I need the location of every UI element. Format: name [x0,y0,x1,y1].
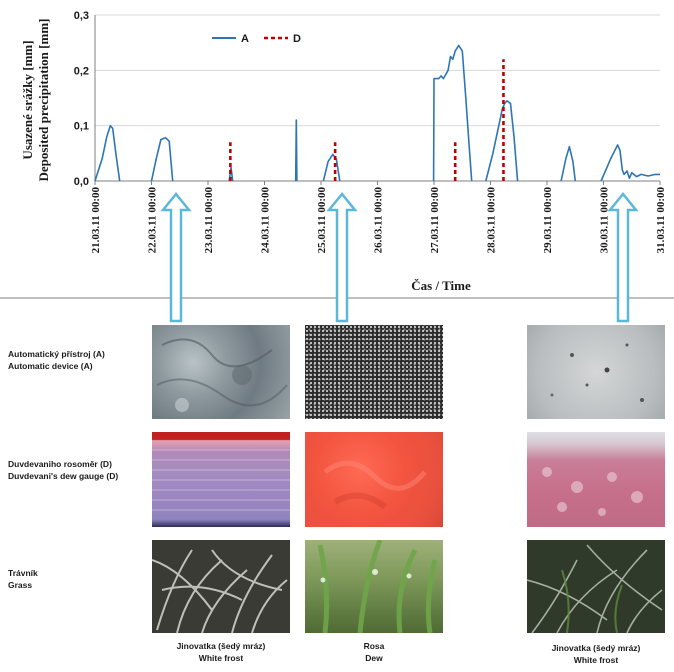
y-axis-title-cz: Usazené srážky [mm] [20,40,35,159]
x-tick-labels: 21.03.11 00:00 22.03.11 00:00 23.03.11 00:… [90,181,667,253]
y-tick-label: 0,1 [74,121,89,133]
photo-texture [323,460,427,510]
series-a-line [294,119,298,182]
arrow-white-frost-1 [160,192,192,323]
photo-texture [527,544,663,633]
x-tick-label: 28.03.11 00:00 [486,187,498,254]
legend-label-d: D [293,33,301,45]
caption-cz: Rosa [363,641,385,651]
x-tick-label: 25.03.11 00:00 [316,187,328,254]
caption-white-frost-1: Jinovatka (šedý mráz) White frost [145,640,297,664]
photo-texture [156,338,288,412]
y-tick-label: 0,3 [74,10,89,22]
caption-cz: Jinovatka (šedý mráz) [551,643,641,653]
row-label-en: Automatic device (A) [8,361,93,371]
caption-dew: Rosa Dew [300,640,448,664]
series-a-line [485,100,519,182]
series-a-line [560,145,577,182]
row-label-cz: Duvdevaniho rosoměr (D) [8,459,112,469]
series-a-line [94,124,121,182]
photo-texture [317,540,438,633]
photo-texture [542,467,643,516]
x-tick-label: 27.03.11 00:00 [429,187,441,254]
photo-automatic-device-white-frost-1 [152,325,290,419]
photo-texture [152,549,288,633]
series-a-line [228,166,234,182]
photo-dew-gauge-white-frost-1 [152,432,290,527]
x-tick-label: 26.03.11 00:00 [373,187,385,254]
photo-grass-dew [305,540,443,633]
caption-cz: Jinovatka (šedý mráz) [176,641,266,651]
x-tick-label: 21.03.11 00:00 [90,187,102,254]
photo-dew-gauge-dew [305,432,443,527]
row-label-grass: Trávník Grass [8,567,38,591]
caption-white-frost-2: Jinovatka (šedý mráz) White frost [520,642,672,666]
row-label-en: Duvdevani's dew gauge (D) [8,471,119,481]
photo-grass-white-frost-2 [527,540,665,633]
arrow-white-frost-2 [607,192,639,323]
chart: 0,0 0,1 0,2 0,3 21.03.11 00:00 22.03.11 00:0… [0,10,674,323]
x-tick-label: 23.03.11 00:00 [203,187,215,254]
y-axis-title-en: Deposited precipitation [mm] [36,19,51,182]
x-tick-label: 31.03.11 00:00 [655,187,667,254]
series-layer [94,44,660,182]
row-label-cz: Trávník [8,568,38,578]
x-tick-label: 22.03.11 00:00 [147,187,159,254]
series-a-line [600,144,660,182]
x-tick-label: 30.03.11 00:00 [599,187,611,254]
grid [95,14,660,127]
series-a-line [150,137,174,182]
legend: A D [212,33,301,45]
arrow-dew [326,192,358,323]
y-tick-labels: 0,0 0,1 0,2 0,3 [74,10,89,188]
caption-en: White frost [573,655,619,665]
series-a-line [322,153,341,182]
photo-grass-white-frost-1 [152,540,290,633]
x-axis-title: Čas / Time [411,278,471,293]
photo-texture [152,449,290,511]
legend-label-a: A [241,33,249,45]
photo-automatic-device-white-frost-2 [527,325,665,419]
photo-automatic-device-dew [305,325,443,419]
caption-en: Dew [365,653,383,663]
row-label-dew-gauge: Duvdevaniho rosoměr (D) Duvdevani's dew … [8,458,118,482]
series-a-line [432,44,473,182]
y-tick-label: 0,0 [74,176,89,188]
photo-texture [550,343,644,402]
caption-en: White frost [198,653,244,663]
row-label-automatic-device: Automatický přístroj (A) Automatic devic… [8,348,105,372]
x-tick-label: 24.03.11 00:00 [260,187,272,254]
row-label-en: Grass [8,580,33,590]
y-tick-label: 0,2 [74,65,89,77]
photo-dew-gauge-white-frost-2 [527,432,665,527]
row-label-cz: Automatický přístroj (A) [8,349,105,359]
x-tick-label: 29.03.11 00:00 [542,187,554,254]
